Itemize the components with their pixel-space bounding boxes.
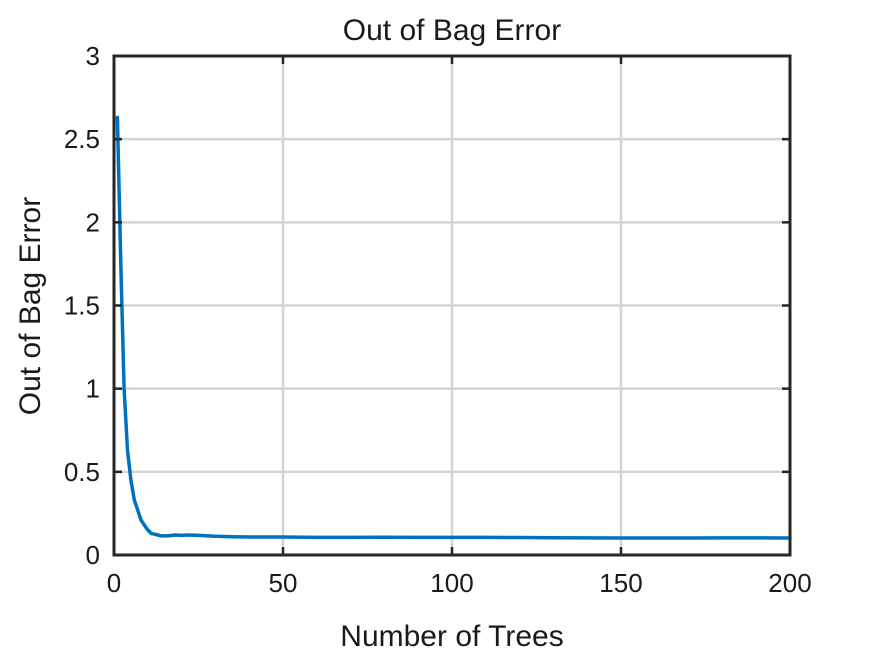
x-tick-labels: 0 50 100 150 200 — [107, 568, 812, 598]
series-layer — [115, 115, 792, 540]
y-tick-labels: 0 0.5 1 1.5 2 2.5 3 — [64, 41, 100, 570]
y-tick-label: 0.5 — [64, 457, 100, 487]
y-tick-label: 3 — [86, 41, 100, 71]
grid — [114, 56, 790, 555]
y-tick-label: 1.5 — [64, 291, 100, 321]
y-tick-label: 0 — [86, 540, 100, 570]
x-tick-label: 100 — [430, 568, 473, 598]
y-tick-label: 2.5 — [64, 124, 100, 154]
tick-marks — [112, 54, 792, 557]
series-line — [115, 115, 792, 540]
y-tick-label: 1 — [86, 374, 100, 404]
x-tick-label: 0 — [107, 568, 121, 598]
x-tick-label: 150 — [599, 568, 642, 598]
x-axis-label: Number of Trees — [340, 620, 563, 653]
y-tick-label: 2 — [86, 207, 100, 237]
chart-title: Out of Bag Error — [343, 14, 561, 47]
y-axis-label: Out of Bag Error — [14, 197, 47, 415]
x-tick-label: 50 — [269, 568, 298, 598]
x-tick-label: 200 — [768, 568, 811, 598]
